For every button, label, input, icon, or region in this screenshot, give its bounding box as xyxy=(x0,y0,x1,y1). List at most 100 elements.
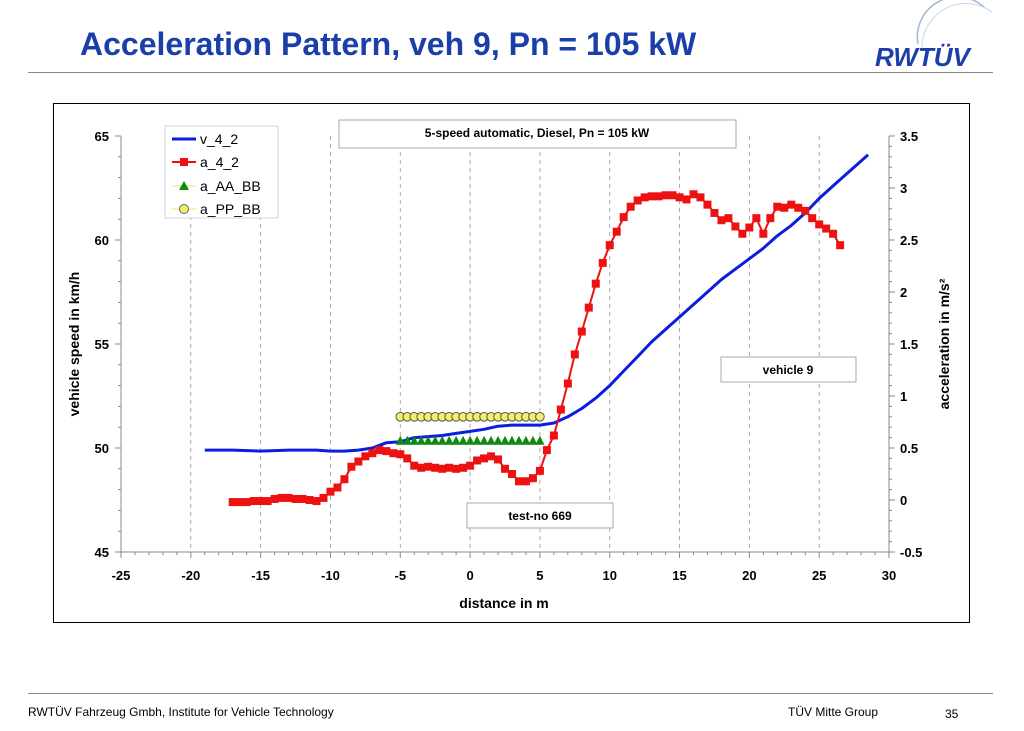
point-a_4_2 xyxy=(570,350,579,359)
legend-item-a_AA_BB: a_AA_BB xyxy=(172,178,261,194)
legend-label-v_4_2: v_4_2 xyxy=(200,131,238,147)
chart-series xyxy=(204,153,870,507)
point-a_AA_BB xyxy=(493,435,503,445)
point-a_AA_BB xyxy=(514,435,524,445)
point-a_4_2 xyxy=(347,462,356,471)
point-a_4_2 xyxy=(235,498,244,507)
y2-tick-label: 1 xyxy=(900,389,907,404)
point-a_4_2 xyxy=(703,200,712,209)
point-a_AA_BB xyxy=(528,435,538,445)
point-a_4_2 xyxy=(745,223,754,232)
point-a_4_2 xyxy=(647,192,656,201)
x-tick-label: 0 xyxy=(466,568,473,583)
point-a_4_2 xyxy=(549,431,558,440)
point-a_4_2 xyxy=(501,464,509,473)
point-a_4_2 xyxy=(808,214,817,223)
point-a_4_2 xyxy=(766,214,775,223)
point-a_4_2 xyxy=(459,463,468,472)
y2-tick-label: 3 xyxy=(900,181,907,196)
x-tick-label: -5 xyxy=(394,568,406,583)
point-a_4_2 xyxy=(633,196,642,205)
annotation-vehicle-text: vehicle 9 xyxy=(763,363,814,377)
point-a_4_2 xyxy=(298,494,307,503)
point-a_AA_BB xyxy=(444,435,454,445)
point-a_4_2 xyxy=(612,227,621,236)
point-a_4_2 xyxy=(542,446,551,455)
x-tick-label: -20 xyxy=(181,568,200,583)
y2-axis-label: acceleration in m/s² xyxy=(936,278,952,409)
point-a_4_2 xyxy=(780,203,789,212)
point-a_4_2 xyxy=(556,405,565,414)
series-a_4_2 xyxy=(228,190,845,507)
point-a_4_2 xyxy=(333,483,342,492)
point-a_4_2 xyxy=(591,279,600,288)
point-a_AA_BB xyxy=(430,435,440,445)
legend-item-a_PP_BB: a_PP_BB xyxy=(172,201,261,217)
point-a_4_2 xyxy=(535,466,544,475)
point-a_4_2 xyxy=(319,493,328,502)
point-a_4_2 xyxy=(305,496,314,504)
point-a_4_2 xyxy=(626,202,635,211)
y2-tick-label: 0.5 xyxy=(900,441,918,456)
point-a_4_2 xyxy=(410,461,419,470)
point-a_4_2 xyxy=(417,463,426,472)
point-a_4_2 xyxy=(682,195,691,204)
point-a_4_2 xyxy=(403,454,412,463)
point-a_AA_BB xyxy=(416,435,426,445)
x-axis-label: distance in m xyxy=(459,595,548,611)
point-a_4_2 xyxy=(389,449,398,458)
point-a_4_2 xyxy=(452,464,461,473)
legend-item-v_4_2: v_4_2 xyxy=(172,131,238,147)
point-a_4_2 xyxy=(528,474,537,483)
point-a_4_2 xyxy=(228,498,237,507)
point-a_AA_BB xyxy=(395,435,405,445)
point-a_4_2 xyxy=(375,446,384,455)
point-a_4_2 xyxy=(696,193,705,202)
point-a_4_2 xyxy=(654,192,663,201)
point-a_4_2 xyxy=(738,229,747,238)
point-a_4_2 xyxy=(689,190,698,199)
series-a_PP_BB xyxy=(395,412,545,422)
point-a_4_2 xyxy=(619,213,628,222)
point-a_4_2 xyxy=(361,452,370,461)
point-a_4_2 xyxy=(605,241,614,250)
point-a_AA_BB xyxy=(458,435,468,445)
point-a_AA_BB xyxy=(402,435,412,445)
point-a_4_2 xyxy=(431,463,440,472)
legend-label-a_PP_BB: a_PP_BB xyxy=(200,201,261,217)
x-tick-label: -15 xyxy=(251,568,270,583)
point-a_4_2 xyxy=(598,258,607,267)
page-number: 35 xyxy=(945,707,959,721)
page-title: Acceleration Pattern, veh 9, Pn = 105 kW xyxy=(80,26,697,62)
point-a_4_2 xyxy=(445,463,454,472)
x-tick-label: 15 xyxy=(672,568,686,583)
point-a_4_2 xyxy=(396,450,405,459)
y-tick-label: 45 xyxy=(95,545,109,560)
point-a_4_2 xyxy=(312,497,321,506)
annotation-test-text: test-no 669 xyxy=(508,509,572,523)
y2-tick-label: -0.5 xyxy=(900,545,922,560)
point-a_4_2 xyxy=(249,497,258,506)
point-a_4_2 xyxy=(487,452,496,461)
point-a_PP_BB xyxy=(535,412,545,422)
point-a_4_2 xyxy=(577,327,586,336)
legend-label-a_AA_BB: a_AA_BB xyxy=(200,178,261,194)
point-a_AA_BB xyxy=(500,435,510,445)
y-tick-label: 55 xyxy=(95,337,109,352)
point-a_AA_BB xyxy=(451,435,461,445)
logo-swoosh xyxy=(916,0,986,45)
point-a_4_2 xyxy=(773,202,782,211)
point-a_AA_BB xyxy=(472,435,482,445)
point-a_4_2 xyxy=(507,470,516,478)
point-a_4_2 xyxy=(424,462,433,471)
point-a_AA_BB xyxy=(535,435,545,445)
annotation-engine: 5-speed automatic, Diesel, Pn = 105 kW xyxy=(338,119,737,149)
chart-grid xyxy=(190,136,820,552)
point-a_4_2 xyxy=(563,379,572,388)
x-tick-label: -10 xyxy=(321,568,340,583)
point-a_4_2 xyxy=(473,456,482,465)
series-line-v_4_2 xyxy=(204,153,870,453)
point-a_4_2 xyxy=(668,191,677,200)
legend-label-a_4_2: a_4_2 xyxy=(200,154,239,170)
point-a_4_2 xyxy=(466,461,475,470)
